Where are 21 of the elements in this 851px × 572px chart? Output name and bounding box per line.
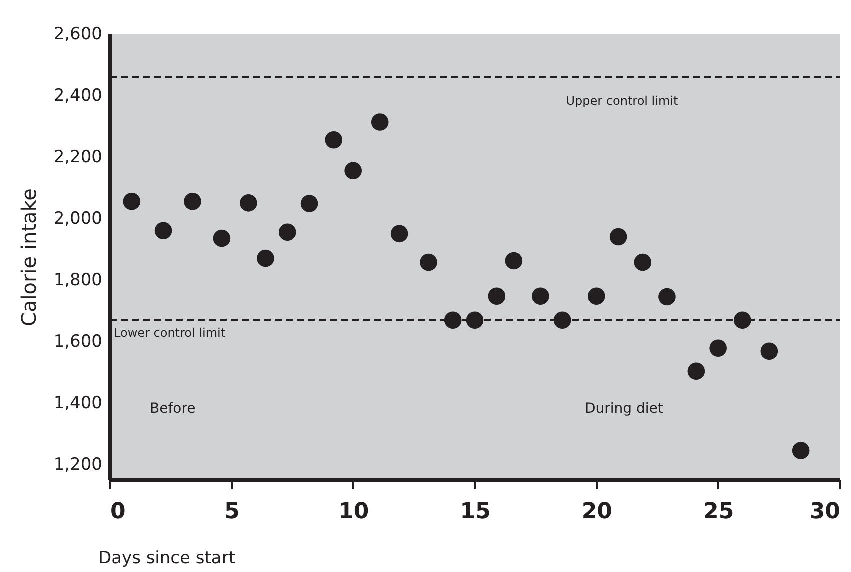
ref-line-label: Lower control limit <box>114 326 226 340</box>
ref-line-label: Upper control limit <box>566 94 678 108</box>
y-tick-label: 2,200 <box>54 148 102 168</box>
x-tick-label: 20 <box>582 500 612 524</box>
x-tick-label: 0 <box>110 500 126 524</box>
y-tick-label: 1,800 <box>54 270 102 291</box>
annotation: Before <box>150 401 196 417</box>
y-tick-label: 1,400 <box>54 394 102 414</box>
x-tick-label: 15 <box>460 500 491 524</box>
x-tick-label: 30 <box>810 500 840 524</box>
y-axis-title: Calorie intake <box>16 188 41 326</box>
x-axis-title: Days since start <box>98 548 236 568</box>
x-tick-label: 25 <box>704 500 734 524</box>
y-tick-label: 2,400 <box>54 86 102 106</box>
y-tick-label: 1,200 <box>54 455 102 476</box>
y-tick-label: 2,600 <box>54 24 102 44</box>
y-tick-label: 1,600 <box>54 332 102 352</box>
x-tick-label: 10 <box>338 500 370 524</box>
x-tick-label: 5 <box>224 500 240 524</box>
y-tick-label: 2,000 <box>54 209 102 230</box>
annotation: During diet <box>585 401 664 417</box>
